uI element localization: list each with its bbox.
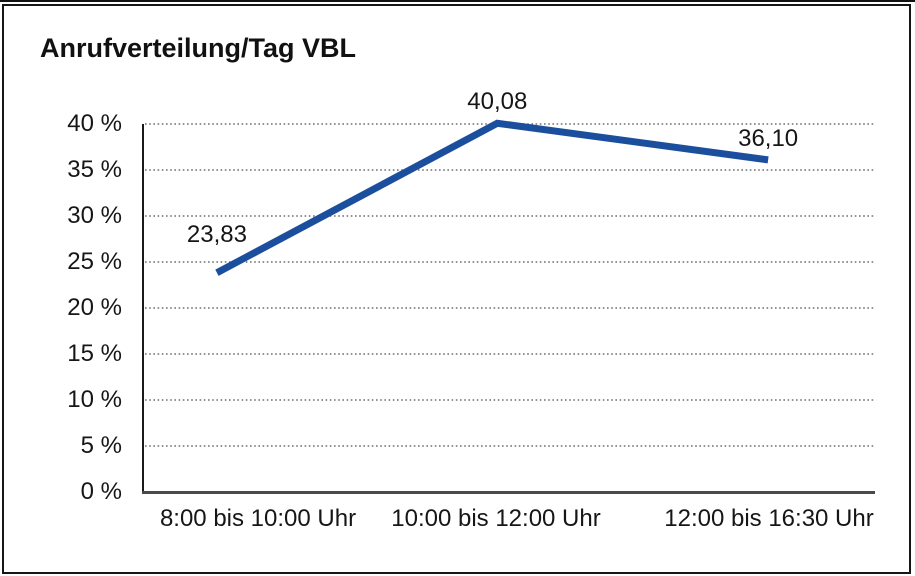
y-tick-label: 30 % xyxy=(67,202,122,229)
value-label: 23,83 xyxy=(186,220,247,248)
chart-title: Anrufverteilung/Tag VBL xyxy=(40,33,357,63)
value-label: 36,10 xyxy=(738,124,799,152)
y-tick-label: 20 % xyxy=(67,294,122,321)
x-tick-label: 10:00 bis 12:00 Uhr xyxy=(391,505,601,532)
x-tick-label: 8:00 bis 10:00 Uhr xyxy=(159,505,357,532)
y-tick-label: 25 % xyxy=(67,248,122,275)
y-tick-label: 0 % xyxy=(80,478,122,505)
y-tick-label: 10 % xyxy=(67,386,122,413)
y-tick-label: 35 % xyxy=(67,156,122,183)
data-series-line xyxy=(215,119,769,276)
page-top-border xyxy=(0,0,915,2)
y-tick-label: 5 % xyxy=(80,432,122,459)
y-tick-label: 15 % xyxy=(67,340,122,367)
chart-frame-border xyxy=(2,4,911,574)
x-tick-label: 12:00 bis 16:30 Uhr xyxy=(664,505,874,532)
y-tick-label: 40 % xyxy=(67,110,122,137)
value-label: 40,08 xyxy=(467,88,528,116)
